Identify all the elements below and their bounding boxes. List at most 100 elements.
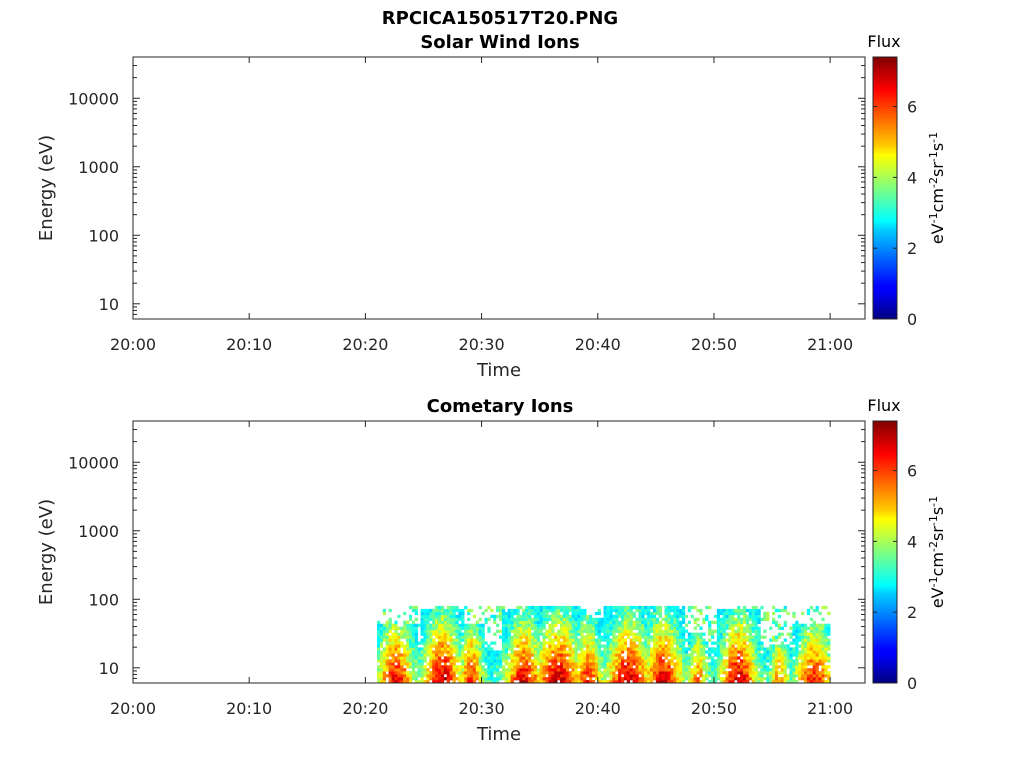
heatmap-cell <box>743 641 747 645</box>
heatmap-cell <box>664 644 668 648</box>
heatmap-cell <box>719 629 723 633</box>
heatmap-cell <box>652 644 657 648</box>
heatmap-cell <box>757 617 761 622</box>
heatmap-cell <box>809 680 814 683</box>
heatmap-cell <box>440 629 445 633</box>
heatmap-cell <box>528 647 532 651</box>
heatmap-cell <box>539 656 543 660</box>
heatmap-cell <box>612 608 616 613</box>
heatmap-cell <box>650 656 654 660</box>
heatmap-cell <box>632 647 636 651</box>
heatmap-cell <box>501 641 506 645</box>
heatmap-cell <box>594 617 599 622</box>
heatmap-cell <box>667 617 671 622</box>
heatmap-cell <box>821 617 825 622</box>
heatmap-cell <box>408 665 413 669</box>
heatmap-cell <box>789 653 793 657</box>
heatmap-cell <box>696 662 700 666</box>
heatmap-cell <box>734 662 738 666</box>
heatmap-cell <box>812 647 816 651</box>
heatmap-cell <box>783 659 787 663</box>
heatmap-cell <box>469 656 474 660</box>
heatmap-cell <box>554 662 558 666</box>
heatmap-cell <box>597 638 601 642</box>
heatmap-cell <box>391 677 395 681</box>
heatmap-cell <box>475 632 479 636</box>
heatmap-cell <box>809 605 814 610</box>
heatmap-cell <box>638 623 642 627</box>
heatmap-cell <box>664 638 668 642</box>
heatmap-cell <box>818 671 822 675</box>
heatmap-cell <box>809 659 814 663</box>
heatmap-cell <box>635 605 639 610</box>
heatmap-cell <box>574 668 578 672</box>
heatmap-cell <box>679 635 683 639</box>
heatmap-cell <box>516 662 520 666</box>
heatmap-cell <box>716 632 721 636</box>
heatmap-cell <box>734 623 738 627</box>
heatmap-cell <box>394 659 398 663</box>
heatmap-cell <box>481 635 485 639</box>
heatmap-cell <box>411 677 416 681</box>
heatmap-cell <box>499 650 503 654</box>
heatmap-cell <box>600 671 604 675</box>
heatmap-cell <box>783 668 787 672</box>
heatmap-cell <box>562 620 567 625</box>
heatmap-cell <box>420 674 424 678</box>
heatmap-cell <box>449 650 453 654</box>
heatmap-cell <box>647 674 651 678</box>
heatmap-cell <box>658 614 662 619</box>
heatmap-cell <box>603 635 607 639</box>
heatmap-cell <box>382 659 387 663</box>
heatmap-cell <box>397 659 401 663</box>
heatmap-cell <box>618 677 622 681</box>
heatmap-cell <box>702 674 706 678</box>
heatmap-cell <box>623 605 628 610</box>
heatmap-cell <box>589 626 593 630</box>
heatmap-cell <box>635 650 639 654</box>
heatmap-cell <box>568 617 572 622</box>
heatmap-cell <box>379 671 384 675</box>
heatmap-cell <box>530 647 535 651</box>
heatmap-cell <box>525 626 529 630</box>
heatmap-cell <box>658 677 662 681</box>
heatmap-cell <box>548 650 552 654</box>
heatmap-cell <box>658 626 662 630</box>
heatmap-cell <box>644 668 648 672</box>
heatmap-cell <box>530 668 535 672</box>
heatmap-cell <box>644 617 648 622</box>
heatmap-cell <box>600 620 604 625</box>
heatmap-cell <box>603 614 607 619</box>
heatmap-cell <box>496 653 500 657</box>
heatmap-cell <box>702 677 706 681</box>
heatmap-cell <box>664 650 668 654</box>
heatmap-cell <box>501 671 506 675</box>
heatmap-cell <box>557 644 561 648</box>
heatmap-cell <box>667 650 671 654</box>
heatmap-cell <box>472 644 477 648</box>
heatmap-cell <box>667 668 671 672</box>
heatmap-cell <box>606 611 610 616</box>
heatmap-cell <box>551 629 555 633</box>
heatmap-cell <box>696 665 700 669</box>
heatmap-cell <box>641 674 645 678</box>
heatmap-cell <box>702 617 706 622</box>
heatmap-cell <box>664 671 668 675</box>
heatmap-cell <box>571 656 575 660</box>
heatmap-cell <box>621 632 625 636</box>
heatmap-cell <box>629 656 633 660</box>
heatmap-cell <box>406 620 410 625</box>
heatmap-cell <box>647 632 651 636</box>
heatmap-cell <box>548 635 552 639</box>
heatmap-cell <box>542 635 546 639</box>
heatmap-cell <box>574 647 578 651</box>
heatmap-cell <box>594 641 599 645</box>
heatmap-cell <box>484 647 488 651</box>
heatmap-cell <box>798 665 802 669</box>
heatmap-cell <box>562 623 567 627</box>
heatmap-cell <box>429 644 433 648</box>
heatmap-cell <box>772 638 776 642</box>
heatmap-cell <box>743 656 747 660</box>
heatmap-cell <box>644 635 648 639</box>
heatmap-cell <box>394 620 398 625</box>
